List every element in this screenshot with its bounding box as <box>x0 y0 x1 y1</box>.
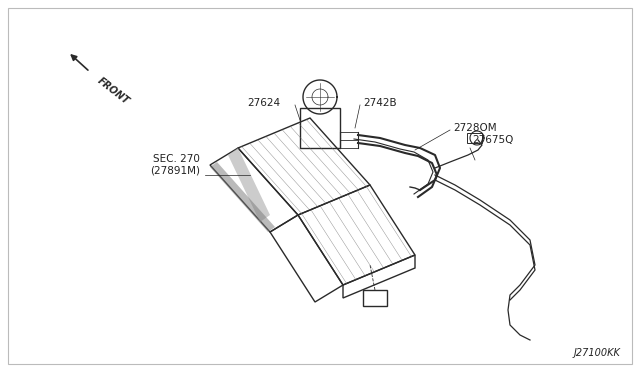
Text: 2728OM: 2728OM <box>453 123 497 133</box>
Polygon shape <box>228 148 270 222</box>
Polygon shape <box>210 162 275 232</box>
Text: J27100KK: J27100KK <box>573 348 620 358</box>
Text: FRONT: FRONT <box>96 76 131 107</box>
Text: 27675Q: 27675Q <box>472 135 513 145</box>
Text: 27624: 27624 <box>247 98 280 108</box>
Text: 2742B: 2742B <box>363 98 397 108</box>
Text: SEC. 270
(27891M): SEC. 270 (27891M) <box>150 154 200 176</box>
